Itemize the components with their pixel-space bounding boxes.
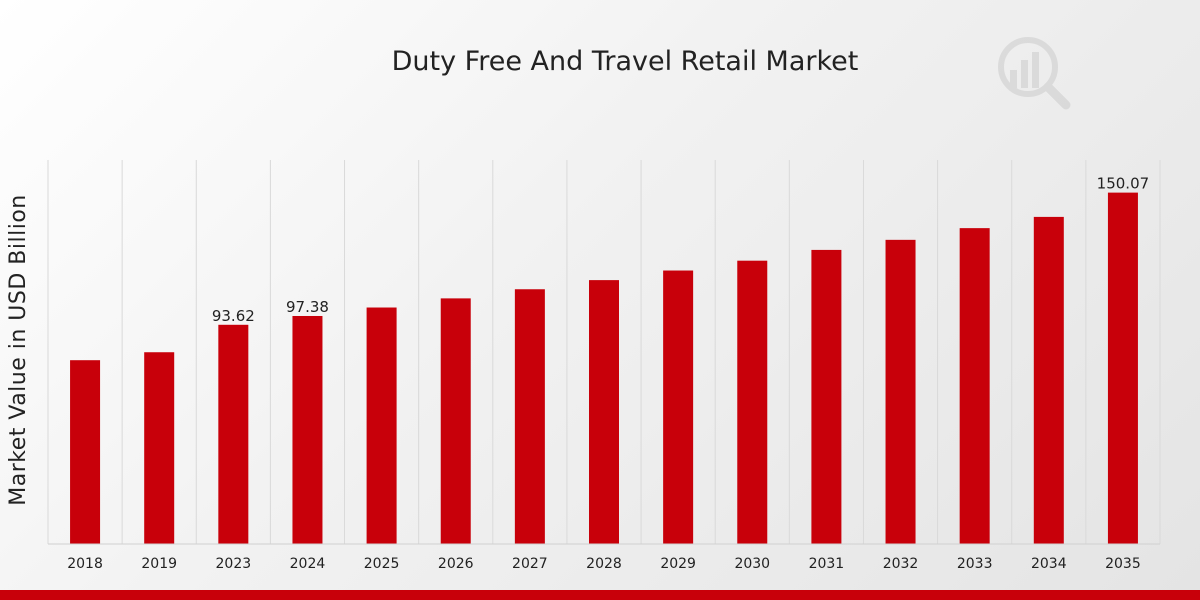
data-label: 93.62 (212, 307, 255, 325)
x-tick-label: 2032 (883, 556, 919, 572)
bar-2031 (811, 249, 842, 544)
bar-2026 (440, 298, 471, 544)
bar-2030 (737, 260, 768, 544)
bar-2035 (1107, 192, 1138, 545)
x-tick-label: 2030 (734, 556, 770, 572)
y-axis-label: Market Value in USD Billion (6, 194, 31, 506)
x-tick-label: 2025 (364, 556, 400, 572)
x-tick-label: 2031 (809, 556, 845, 572)
data-label: 150.07 (1097, 175, 1150, 193)
x-tick-label: 2033 (957, 556, 993, 572)
x-tick-label: 2019 (141, 556, 177, 572)
accent-band (0, 590, 1200, 600)
grid-lines (47, 160, 1161, 544)
bar-2024 (292, 315, 323, 544)
x-tick-label: 2035 (1105, 556, 1141, 572)
bar-2032 (885, 239, 916, 544)
x-tick-label: 2018 (67, 556, 103, 572)
bars (70, 192, 1138, 545)
bar-2033 (959, 228, 990, 544)
x-tick-label: 2029 (660, 556, 696, 572)
x-tick-label: 2024 (290, 556, 326, 572)
bar-2023 (218, 324, 249, 544)
bar-2019 (144, 352, 175, 544)
data-label: 97.38 (286, 298, 329, 316)
x-tick-label: 2027 (512, 556, 548, 572)
x-tick-label: 2023 (216, 556, 252, 572)
bar-2018 (70, 360, 101, 544)
x-tick-label: 2026 (438, 556, 474, 572)
watermark-logo (998, 37, 1071, 110)
x-tick-label: 2034 (1031, 556, 1067, 572)
bar-2029 (663, 270, 694, 544)
bar-chart-magnifier-icon (998, 37, 1071, 110)
bar-2027 (514, 289, 545, 544)
data-labels: 93.62 97.38 150.07 (212, 175, 1149, 325)
bar-2028 (589, 280, 619, 544)
bar-2025 (366, 307, 397, 544)
chart-title: Duty Free And Travel Retail Market (392, 46, 859, 77)
bar-2034 (1033, 216, 1064, 544)
x-tick-label: 2028 (586, 556, 622, 572)
x-axis-ticks: 2018 2019 2023 2024 2025 2026 2027 2028 2029 2030… (67, 556, 1141, 572)
